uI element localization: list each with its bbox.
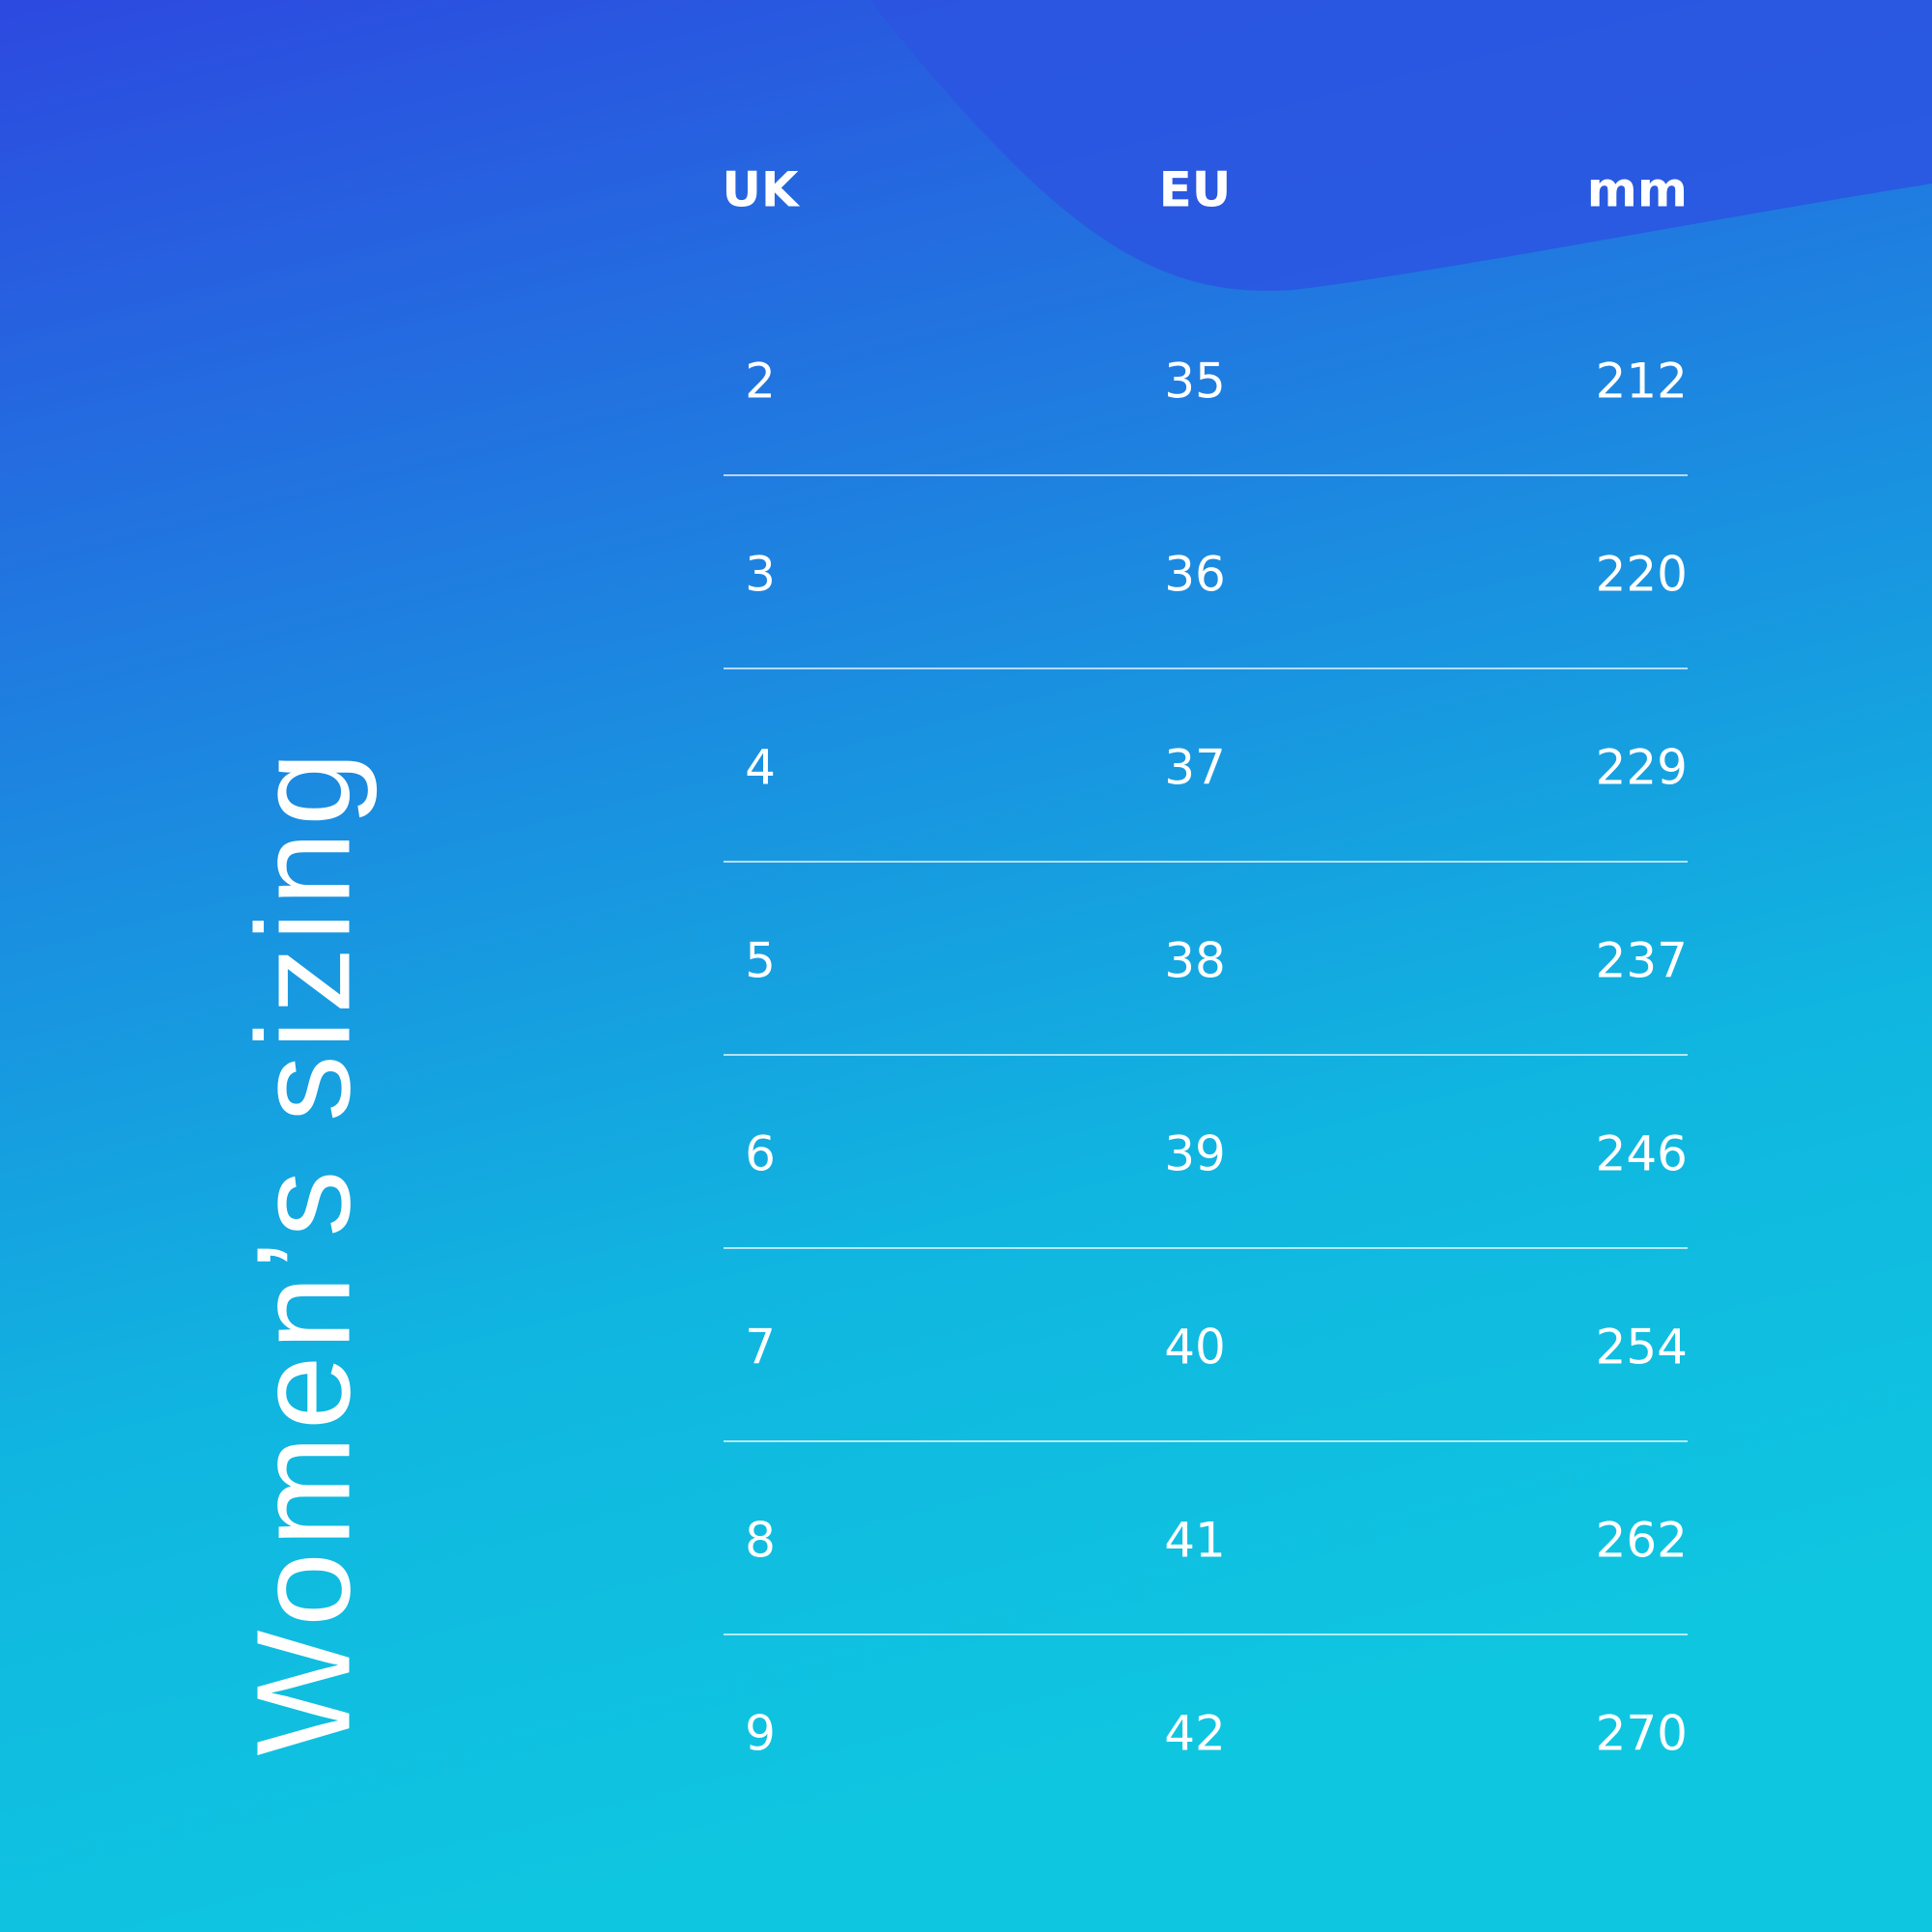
table-cell: 39 [1164, 1126, 1226, 1182]
table-cell: 229 [1596, 740, 1688, 796]
table-cell: 8 [745, 1513, 776, 1569]
table-cell: 42 [1164, 1706, 1226, 1762]
column-header: mm [1587, 162, 1688, 218]
table-cell: 38 [1164, 933, 1226, 989]
table-cell: 5 [745, 933, 776, 989]
table-cell: 41 [1164, 1513, 1226, 1569]
table-cell: 36 [1164, 547, 1226, 603]
table-cell: 37 [1164, 740, 1226, 796]
table-cell: 9 [745, 1706, 776, 1762]
column-header: EU [1159, 162, 1232, 218]
title: Women’s sizing [229, 746, 378, 1755]
table-cell: 246 [1596, 1126, 1688, 1182]
table-cell: 35 [1164, 354, 1226, 410]
table-cell: 270 [1596, 1706, 1688, 1762]
table-cell: 40 [1164, 1320, 1226, 1376]
wave [869, 0, 1932, 292]
column-header: UK [722, 162, 801, 218]
table-cell: 237 [1596, 933, 1688, 989]
table-cell: 254 [1596, 1320, 1688, 1376]
table-cell: 212 [1596, 354, 1688, 410]
table-cell: 2 [745, 354, 776, 410]
table-cell: 262 [1596, 1513, 1688, 1569]
table-cell: 220 [1596, 547, 1688, 603]
table-cell: 7 [745, 1320, 776, 1376]
table-cell: 4 [745, 740, 776, 796]
table-cell: 3 [745, 547, 776, 603]
table-cell: 6 [745, 1126, 776, 1182]
